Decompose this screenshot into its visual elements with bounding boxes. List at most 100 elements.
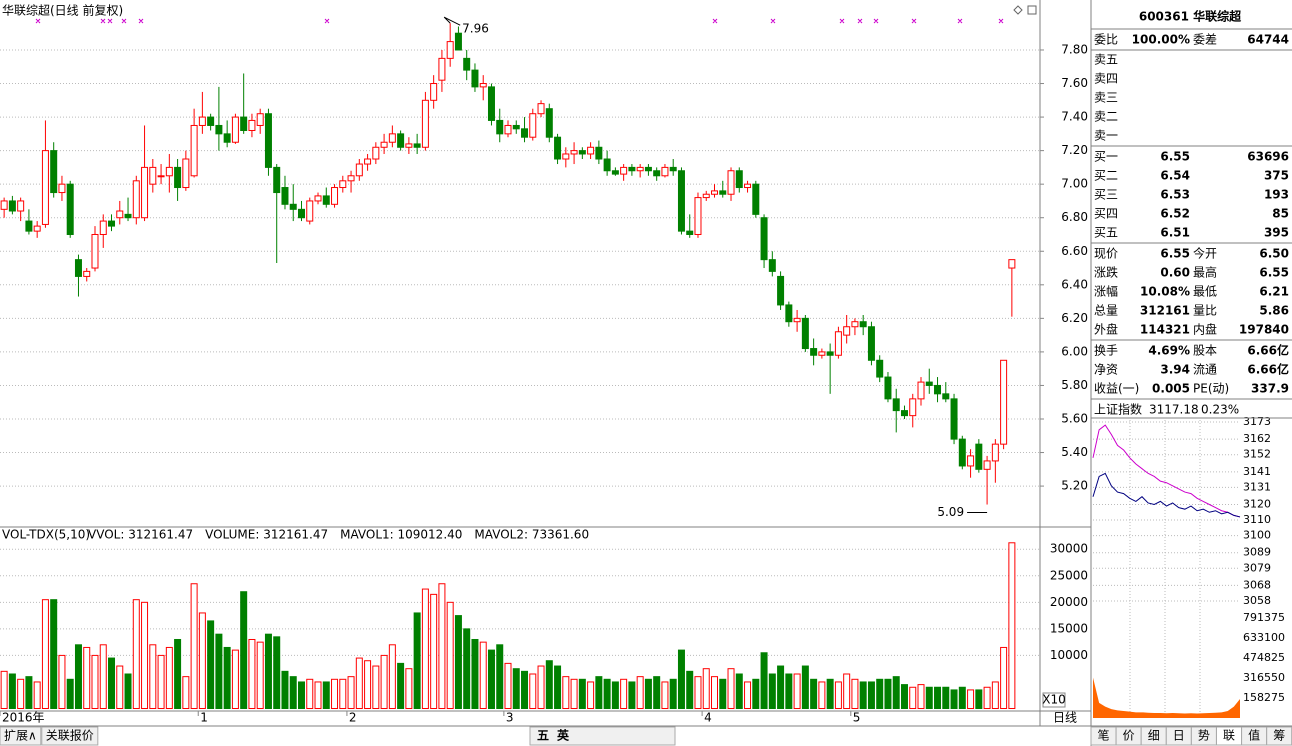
volume-bar [157, 654, 165, 710]
quote-label: 收益(一) [1094, 382, 1139, 396]
volume-bar [198, 612, 206, 709]
legend-entry: VOLUME: 312161.47 [205, 528, 328, 542]
candle-body [504, 124, 512, 135]
tab-label[interactable]: 势 [1198, 729, 1210, 743]
y-tick-label: 3173 [1243, 415, 1271, 428]
candle-body [355, 163, 363, 177]
candle-body [702, 193, 710, 199]
volume-bar [215, 633, 223, 710]
tab-label[interactable]: 筹 [1273, 729, 1285, 743]
tab-label[interactable]: 值 [1248, 728, 1260, 743]
volume-bar [677, 649, 685, 709]
quote-label: 买二 [1094, 169, 1118, 183]
volume-bar [496, 644, 504, 710]
window-icons[interactable] [1013, 5, 1037, 15]
volume-bar [471, 638, 479, 709]
bottom-button[interactable] [41, 726, 99, 746]
bottom-button-label[interactable]: 扩展∧ [4, 729, 37, 743]
toolbar-button[interactable]: 英 [557, 728, 570, 743]
candle-body [380, 141, 388, 148]
volume-bar [17, 678, 25, 709]
candle-body [537, 103, 545, 115]
y-tick-label: 7.20 [1061, 143, 1088, 157]
candle-body [967, 455, 975, 467]
quote-value: 6.66亿 [1247, 362, 1289, 377]
y-tick-label: 7.60 [1061, 76, 1088, 90]
candle-body [950, 398, 958, 440]
tab-label[interactable]: 细 [1148, 729, 1160, 743]
candle-body [83, 270, 91, 277]
quote-value: 6.53 [1160, 188, 1190, 202]
quote-label: 内盘 [1193, 322, 1217, 337]
volume-bar [413, 612, 421, 709]
y-tick-label: 3162 [1243, 432, 1271, 445]
candle-body [116, 210, 124, 219]
y-tick-label: 20000 [1050, 595, 1088, 609]
volume-bar [537, 665, 545, 709]
y-tick-label: 5.20 [1061, 479, 1088, 493]
tab-label[interactable]: 日 [1173, 729, 1185, 743]
candle-body [760, 217, 768, 261]
quote-value: 312161 [1140, 304, 1190, 318]
volume-bar [752, 678, 760, 709]
candle-body [132, 180, 140, 219]
quote-label: 涨幅 [1094, 284, 1118, 299]
candle-body [165, 166, 173, 177]
candle-body [66, 183, 74, 235]
candle-body [521, 128, 529, 138]
quote-label: 最高 [1193, 265, 1217, 280]
candle-body [297, 208, 305, 219]
tab-label[interactable]: 联 [1223, 729, 1235, 743]
quote-label: 股本 [1193, 344, 1217, 358]
candle-body [454, 32, 462, 51]
volume-bar [702, 668, 710, 710]
y-tick-label: 6.80 [1061, 210, 1088, 224]
volume-bar [297, 681, 305, 710]
volume-bar [223, 646, 231, 710]
volume-bar [405, 668, 413, 710]
volume-bar [182, 676, 190, 709]
volume-title: VOL-TDX(5,10) [2, 528, 90, 542]
volume-bar [925, 686, 933, 710]
legend-entry: MAVOL2: 73361.60 [474, 528, 589, 542]
tab-label[interactable]: 笔 [1097, 728, 1109, 743]
volume-bar [711, 676, 719, 709]
candle-body [554, 136, 562, 160]
candle-body [711, 190, 719, 195]
y-tick-label: 791375 [1243, 611, 1285, 624]
x-tick-label: 2 [349, 711, 357, 725]
candle-body [686, 230, 694, 235]
volume-bar [33, 681, 41, 710]
annotation-arrow [443, 16, 461, 26]
candle-body [826, 351, 834, 356]
candle-body [578, 150, 586, 155]
toolbar-button[interactable]: 五 [537, 729, 549, 743]
bottom-button[interactable] [0, 726, 42, 746]
candle-body [1000, 359, 1008, 445]
candle-body [256, 113, 264, 126]
candle-body [512, 124, 520, 130]
candle-body [182, 158, 190, 189]
candle-body [479, 83, 487, 88]
y-tick-label: 3068 [1243, 578, 1271, 591]
quote-value: 375 [1264, 169, 1289, 183]
candle-body [876, 359, 884, 378]
volume-bar [587, 681, 595, 710]
candle-body [942, 393, 950, 400]
volume-bar [843, 673, 851, 710]
tab-label[interactable]: 价 [1123, 729, 1135, 743]
candle-body [570, 150, 578, 155]
bottom-button-label[interactable]: 关联报价 [46, 728, 94, 743]
volume-bar [339, 678, 347, 709]
volume-bar [834, 681, 842, 710]
volume-bar [397, 662, 405, 709]
candle-body [33, 225, 41, 232]
candle-body [339, 180, 347, 189]
quote-value: 193 [1264, 188, 1289, 202]
y-tick-label: 3058 [1243, 594, 1271, 607]
quote-label: 卖一 [1094, 129, 1118, 143]
index-line [1092, 424, 1241, 518]
candle-body [306, 200, 314, 222]
